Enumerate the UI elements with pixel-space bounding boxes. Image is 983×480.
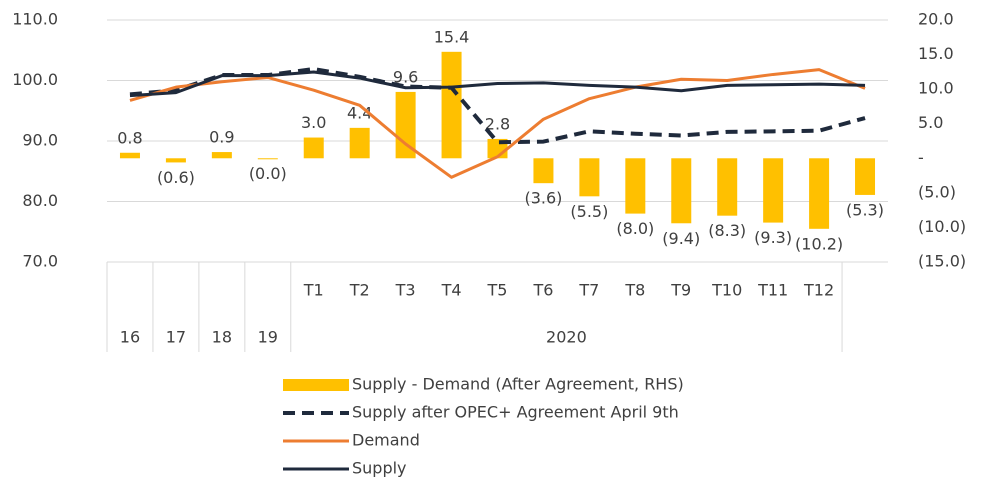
bar <box>257 158 278 160</box>
bar <box>671 158 692 224</box>
data-label: (8.0) <box>616 219 654 238</box>
data-label: (3.6) <box>524 189 562 208</box>
x-tick-label: T7 <box>578 281 599 300</box>
line-series <box>129 70 866 98</box>
data-label: 0.8 <box>117 128 142 147</box>
line-series <box>129 68 866 179</box>
data-label: (5.5) <box>570 202 608 221</box>
data-label: (5.3) <box>846 200 884 219</box>
bar <box>303 137 324 159</box>
data-label: 9.6 <box>393 67 418 86</box>
data-label: (8.3) <box>708 221 746 240</box>
x-tick-label: T3 <box>395 281 416 300</box>
x-tick-label: T2 <box>349 281 370 300</box>
x-tick-label: T10 <box>711 281 742 300</box>
y2-tick-label: 20.0 <box>918 10 954 29</box>
y2-tick-label: - <box>918 148 924 167</box>
y2-tick-label: 15.0 <box>918 44 954 63</box>
legend-label: Supply after OPEC+ Agreement April 9th <box>352 403 679 422</box>
bar <box>809 158 830 229</box>
y-tick-label: 80.0 <box>22 191 58 210</box>
bar <box>349 127 370 159</box>
y-tick-label: 100.0 <box>12 70 58 89</box>
y2-tick-label: 5.0 <box>918 113 943 132</box>
legend-swatch <box>283 379 349 391</box>
bar <box>579 158 600 197</box>
x-tick-label: T12 <box>803 281 834 300</box>
bar <box>855 158 876 195</box>
x-tick-label: T8 <box>624 281 645 300</box>
data-label: 2.8 <box>485 114 510 133</box>
data-label: 15.4 <box>434 27 470 46</box>
bar <box>717 158 738 216</box>
legend-label: Demand <box>352 431 420 450</box>
group-label: 19 <box>258 328 278 347</box>
x-tick-label: T11 <box>757 281 788 300</box>
group-label: 2020 <box>546 328 587 347</box>
bar <box>211 152 232 159</box>
x-tick-label: T1 <box>303 281 324 300</box>
data-label: (9.4) <box>662 229 700 248</box>
bar <box>119 152 140 159</box>
y2-tick-label: (5.0) <box>918 182 956 201</box>
y2-tick-label: 10.0 <box>918 79 954 98</box>
y-tick-label: 90.0 <box>22 131 58 150</box>
data-label: (0.0) <box>249 164 287 183</box>
x-tick-label: T9 <box>670 281 691 300</box>
data-label: 0.9 <box>209 128 234 147</box>
bar <box>533 158 554 184</box>
y2-tick-label: (15.0) <box>918 252 966 271</box>
legend-label: Supply <box>352 459 407 478</box>
bar <box>625 158 646 214</box>
data-label: (10.2) <box>795 234 843 253</box>
y-tick-label: 110.0 <box>12 10 58 29</box>
bar <box>441 51 462 159</box>
group-label: 17 <box>166 328 186 347</box>
bar <box>165 158 186 163</box>
bar <box>763 158 784 223</box>
data-label: (9.3) <box>754 228 792 247</box>
group-label: 16 <box>120 328 140 347</box>
x-tick-label: T5 <box>487 281 508 300</box>
data-label: 4.4 <box>347 103 372 122</box>
legend-label: Supply - Demand (After Agreement, RHS) <box>352 375 684 394</box>
group-label: 18 <box>212 328 232 347</box>
y-tick-label: 70.0 <box>22 252 58 271</box>
data-label: (0.6) <box>157 168 195 187</box>
y2-tick-label: (10.0) <box>918 217 966 236</box>
x-tick-label: T4 <box>441 281 462 300</box>
data-label: 3.0 <box>301 113 326 132</box>
x-tick-label: T6 <box>532 281 553 300</box>
